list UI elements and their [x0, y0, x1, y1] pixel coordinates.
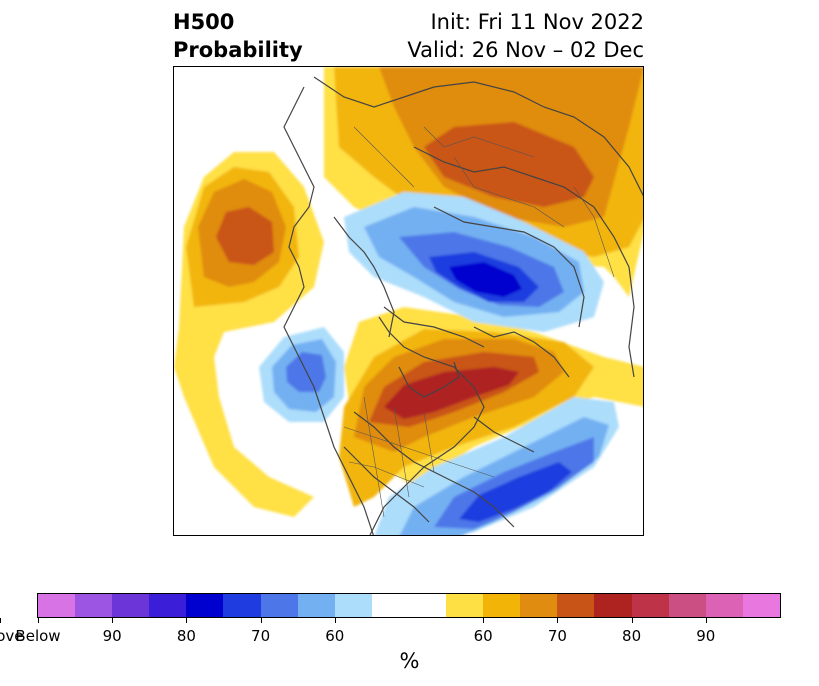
colorbar-tick-mark — [186, 618, 188, 623]
title-right: Init: Fri 11 Nov 2022 Valid: 26 Nov – 02… — [407, 8, 644, 64]
colorbar-tick-mark — [112, 618, 114, 623]
political-borders — [343, 126, 615, 518]
below-75-zone — [459, 462, 572, 522]
colorbar-tick-mark — [334, 618, 336, 623]
colorbar-swatch — [742, 594, 780, 617]
colorbar-swatch — [594, 594, 632, 617]
coastlines — [283, 76, 643, 535]
colorbar-swatch — [705, 594, 743, 617]
colorbar-tick-mark — [0, 618, 1, 623]
valid-range: Valid: 26 Nov – 02 Dec — [407, 38, 644, 62]
colorbar-swatch — [38, 594, 76, 617]
colorbar-tick-mark — [38, 618, 39, 623]
colorbar-swatch — [371, 594, 447, 617]
above-75-zone — [216, 207, 274, 265]
colorbar-swatch — [446, 594, 484, 617]
colorbar-swatch — [75, 594, 113, 617]
probability-map — [174, 67, 643, 535]
colorbar-tick-mark — [631, 618, 633, 623]
colorbar-tick-label: 80 — [176, 627, 196, 645]
title-left: H500 Probability — [173, 8, 303, 64]
colorbar-tick-label: Above — [0, 627, 24, 645]
colorbar-tick-mark — [557, 618, 559, 623]
colorbar-tick-label: 70 — [547, 627, 567, 645]
colorbar-tick-label: 80 — [622, 627, 642, 645]
above-80-zone — [384, 367, 519, 419]
colorbar — [37, 593, 781, 618]
colorbar-tick-label: 60 — [325, 627, 345, 645]
colorbar-swatch — [112, 594, 150, 617]
title-product: Probability — [173, 38, 303, 62]
colorbar-tick-label: 90 — [696, 627, 716, 645]
colorbar-swatch — [149, 594, 187, 617]
map-panel — [173, 66, 644, 536]
colorbar-tick-mark — [705, 618, 707, 623]
colorbar-swatch — [668, 594, 706, 617]
colorbar-swatch — [557, 594, 595, 617]
colorbar-swatch — [186, 594, 224, 617]
colorbar-tick-label: 60 — [473, 627, 493, 645]
colorbar-tick-label: 70 — [251, 627, 271, 645]
colorbar-swatch — [483, 594, 521, 617]
colorbar-tick-label: Below — [15, 627, 61, 645]
below-80-zone — [449, 262, 522, 297]
colorbar-swatch — [334, 594, 372, 617]
colorbar-swatch — [631, 594, 669, 617]
colorbar-tick-mark — [483, 618, 485, 623]
colorbar-swatch — [260, 594, 298, 617]
above-75-zone — [424, 122, 594, 207]
init-date: Init: Fri 11 Nov 2022 — [430, 10, 644, 34]
colorbar-swatch — [223, 594, 261, 617]
colorbar-swatch — [297, 594, 335, 617]
map-edge-notch — [174, 285, 178, 319]
title-variable: H500 — [173, 10, 235, 34]
colorbar-swatch — [520, 594, 558, 617]
colorbar-tick-label: 90 — [102, 627, 122, 645]
colorbar-tick-mark — [260, 618, 262, 623]
colorbar-unit: % — [399, 649, 420, 673]
